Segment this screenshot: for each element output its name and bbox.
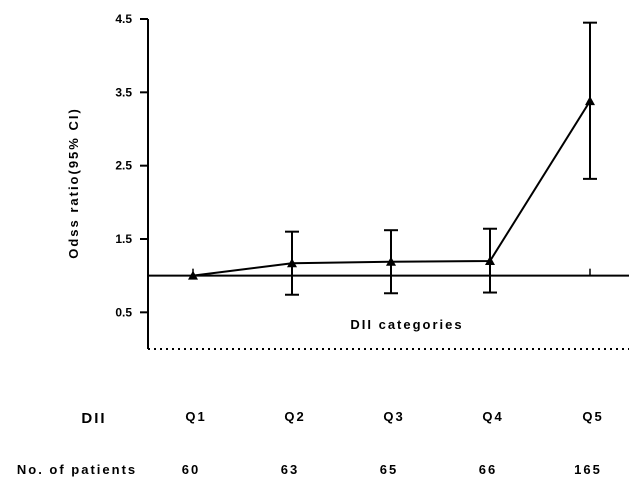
y-tick-label: 4.5 (115, 12, 132, 26)
dii-row-header: DII (81, 410, 106, 427)
y-tick-label: 0.5 (115, 305, 132, 319)
patient-count-q2: 63 (281, 462, 299, 477)
y-axis-label: Odss ratio(95% CI) (66, 107, 81, 259)
category-label-q1: Q1 (185, 409, 206, 424)
point-q5 (585, 96, 595, 106)
category-label-q2: Q2 (284, 409, 305, 424)
category-label-q5: Q5 (582, 409, 603, 424)
category-label-q3: Q3 (383, 409, 404, 424)
category-label-q4: Q4 (482, 409, 503, 424)
patient-count-q5: 165 (574, 462, 602, 477)
point-q1 (188, 270, 198, 280)
y-tick-label: 2.5 (115, 159, 132, 173)
y-tick-label: 1.5 (115, 232, 132, 246)
point-q3 (386, 256, 396, 266)
y-tick-label: 3.5 (115, 85, 132, 99)
patient-count-q3: 65 (380, 462, 398, 477)
patient-count-q4: 66 (479, 462, 497, 477)
patient-count-q1: 60 (182, 462, 200, 477)
point-q2 (287, 258, 297, 268)
x-axis-label: DII categories (350, 317, 463, 332)
patients-row-header: No. of patients (17, 462, 137, 477)
point-q4 (485, 256, 495, 265)
